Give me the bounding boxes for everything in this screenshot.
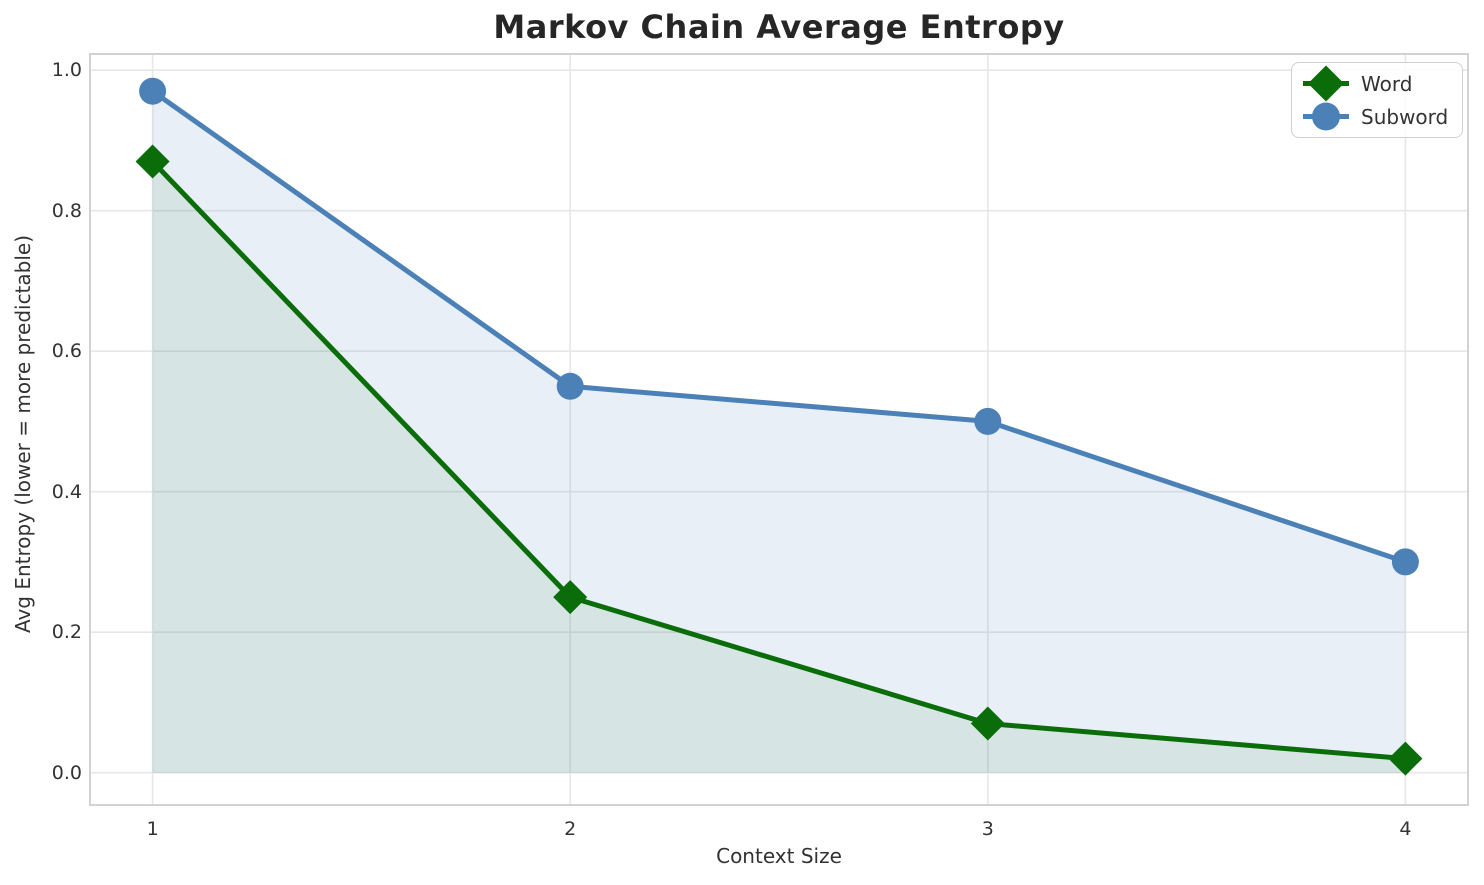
marker-word-4	[1388, 741, 1423, 776]
legend: Word Subword	[1291, 62, 1464, 138]
marker-word-1	[135, 144, 170, 179]
y-tick-label: 0.4	[51, 480, 82, 503]
x-tick-label: 1	[146, 818, 159, 840]
marker-subword-4	[1391, 548, 1419, 576]
y-tick-label: 0.6	[51, 340, 82, 363]
marker-subword-3	[974, 407, 1002, 435]
grid-lines	[90, 54, 1468, 805]
legend-label-subword: Subword	[1361, 104, 1449, 129]
y-tick-label: 0.8	[51, 199, 82, 222]
x-tick-label: 2	[564, 818, 577, 840]
x-axis-label: Context Size	[716, 844, 842, 868]
y-tick-label: 0.2	[51, 621, 82, 644]
x-tick-label: 3	[981, 818, 994, 840]
word-diamond-icon	[1303, 65, 1349, 102]
plot-border	[89, 53, 1469, 806]
y-axis-label: Avg Entropy (lower = more predictable)	[11, 234, 35, 634]
area-fills	[152, 91, 1406, 773]
y-tick-label: 1.0	[51, 59, 82, 82]
area-fill-word	[152, 161, 1406, 773]
marker-subword-1	[139, 77, 167, 105]
legend-label-word: Word	[1361, 71, 1413, 96]
chart-title: Markov Chain Average Entropy	[493, 8, 1065, 46]
x-tick-label: 4	[1399, 818, 1412, 840]
marker-word-3	[970, 706, 1005, 741]
area-fill-subword	[152, 91, 1406, 773]
y-tick-label: 0.0	[51, 761, 82, 784]
series-line-subword	[150, 88, 1408, 565]
series-lines	[135, 77, 1423, 776]
legend-item-subword: Subword	[1300, 101, 1448, 132]
subword-circle-icon	[1303, 102, 1349, 131]
marker-subword-2	[556, 372, 584, 400]
series-line-word	[150, 159, 1408, 762]
legend-item-word: Word	[1300, 65, 1448, 102]
marker-word-2	[553, 580, 588, 615]
